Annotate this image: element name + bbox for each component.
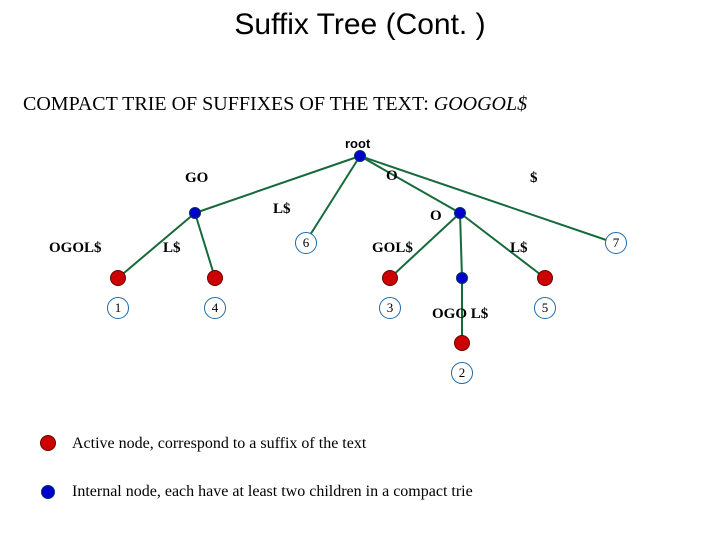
internal-node <box>454 207 466 219</box>
edge-label: OGOL$ <box>49 240 102 257</box>
edge-label: L$ <box>163 240 181 257</box>
leaf-node <box>382 270 398 286</box>
suffix-tree-diagram: root GOL$O$OGOL$L$GOL$OL$OGO L$1463572 <box>0 8 720 548</box>
legend-text: Active node, correspond to a suffix of t… <box>72 435 366 453</box>
edge-label: GO <box>185 170 208 187</box>
leaf-node <box>207 270 223 286</box>
edge-label: OGO L$ <box>432 306 488 323</box>
edge-label: O <box>386 168 398 185</box>
root-label: root <box>345 136 370 151</box>
legend-leaf-icon <box>40 435 56 451</box>
root-node <box>354 150 366 162</box>
leaf-node <box>110 270 126 286</box>
internal-node <box>456 272 468 284</box>
leaf-number: 6 <box>295 232 317 254</box>
tree-edges <box>0 8 720 548</box>
leaf-number: 3 <box>379 297 401 319</box>
leaf-number: 7 <box>605 232 627 254</box>
leaf-node <box>537 270 553 286</box>
edge-label: O <box>430 208 442 225</box>
legend-text: Internal node, each have at least two ch… <box>72 483 473 501</box>
leaf-number: 1 <box>107 297 129 319</box>
leaf-node <box>454 335 470 351</box>
edge-label: $ <box>530 170 538 187</box>
leaf-number: 2 <box>451 362 473 384</box>
edge-label: L$ <box>273 201 291 218</box>
legend-internal-icon <box>41 485 55 499</box>
leaf-number: 5 <box>534 297 556 319</box>
edge-label: GOL$ <box>372 240 413 257</box>
edge-label: L$ <box>510 240 528 257</box>
leaf-number: 4 <box>204 297 226 319</box>
internal-node <box>189 207 201 219</box>
